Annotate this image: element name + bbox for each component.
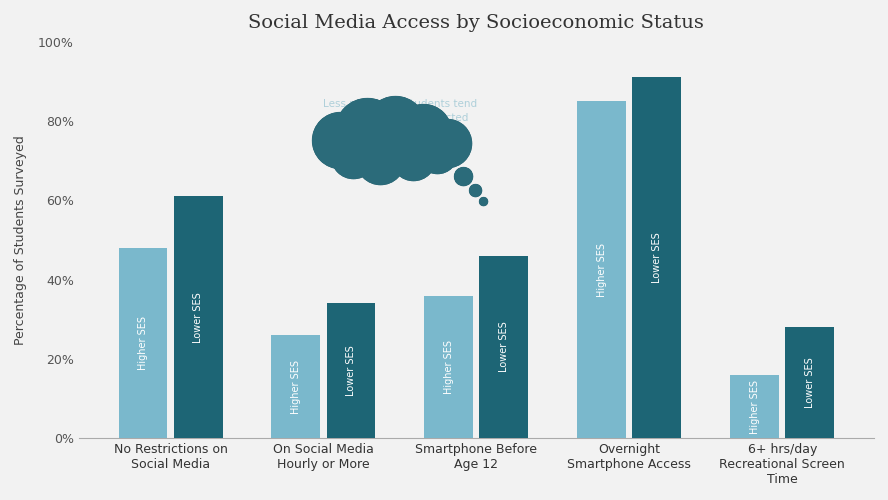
Text: Lower SES: Lower SES xyxy=(499,322,509,372)
Bar xyxy=(577,101,626,438)
Bar xyxy=(173,196,223,438)
Bar xyxy=(118,248,168,438)
Text: Higher SES: Higher SES xyxy=(597,242,607,296)
Bar xyxy=(785,327,835,438)
Text: Lower SES: Lower SES xyxy=(193,292,203,343)
Text: Higher SES: Higher SES xyxy=(138,316,148,370)
Bar xyxy=(327,304,376,438)
Text: Lower SES: Lower SES xyxy=(652,232,662,283)
Text: Less privileged students tend
to have more unrestricted
access to social media,
: Less privileged students tend to have mo… xyxy=(323,99,477,151)
Text: Higher SES: Higher SES xyxy=(444,340,454,394)
Text: Higher SES: Higher SES xyxy=(291,360,301,414)
Bar xyxy=(424,296,473,438)
Text: Lower SES: Lower SES xyxy=(805,358,815,408)
Bar xyxy=(632,78,681,438)
Title: Social Media Access by Socioeconomic Status: Social Media Access by Socioeconomic Sta… xyxy=(249,14,704,32)
Text: Higher SES: Higher SES xyxy=(749,380,760,434)
Y-axis label: Percentage of Students Surveyed: Percentage of Students Surveyed xyxy=(14,135,27,345)
Bar xyxy=(730,375,780,438)
Text: Lower SES: Lower SES xyxy=(346,346,356,396)
Bar xyxy=(272,335,321,438)
Bar xyxy=(480,256,528,438)
